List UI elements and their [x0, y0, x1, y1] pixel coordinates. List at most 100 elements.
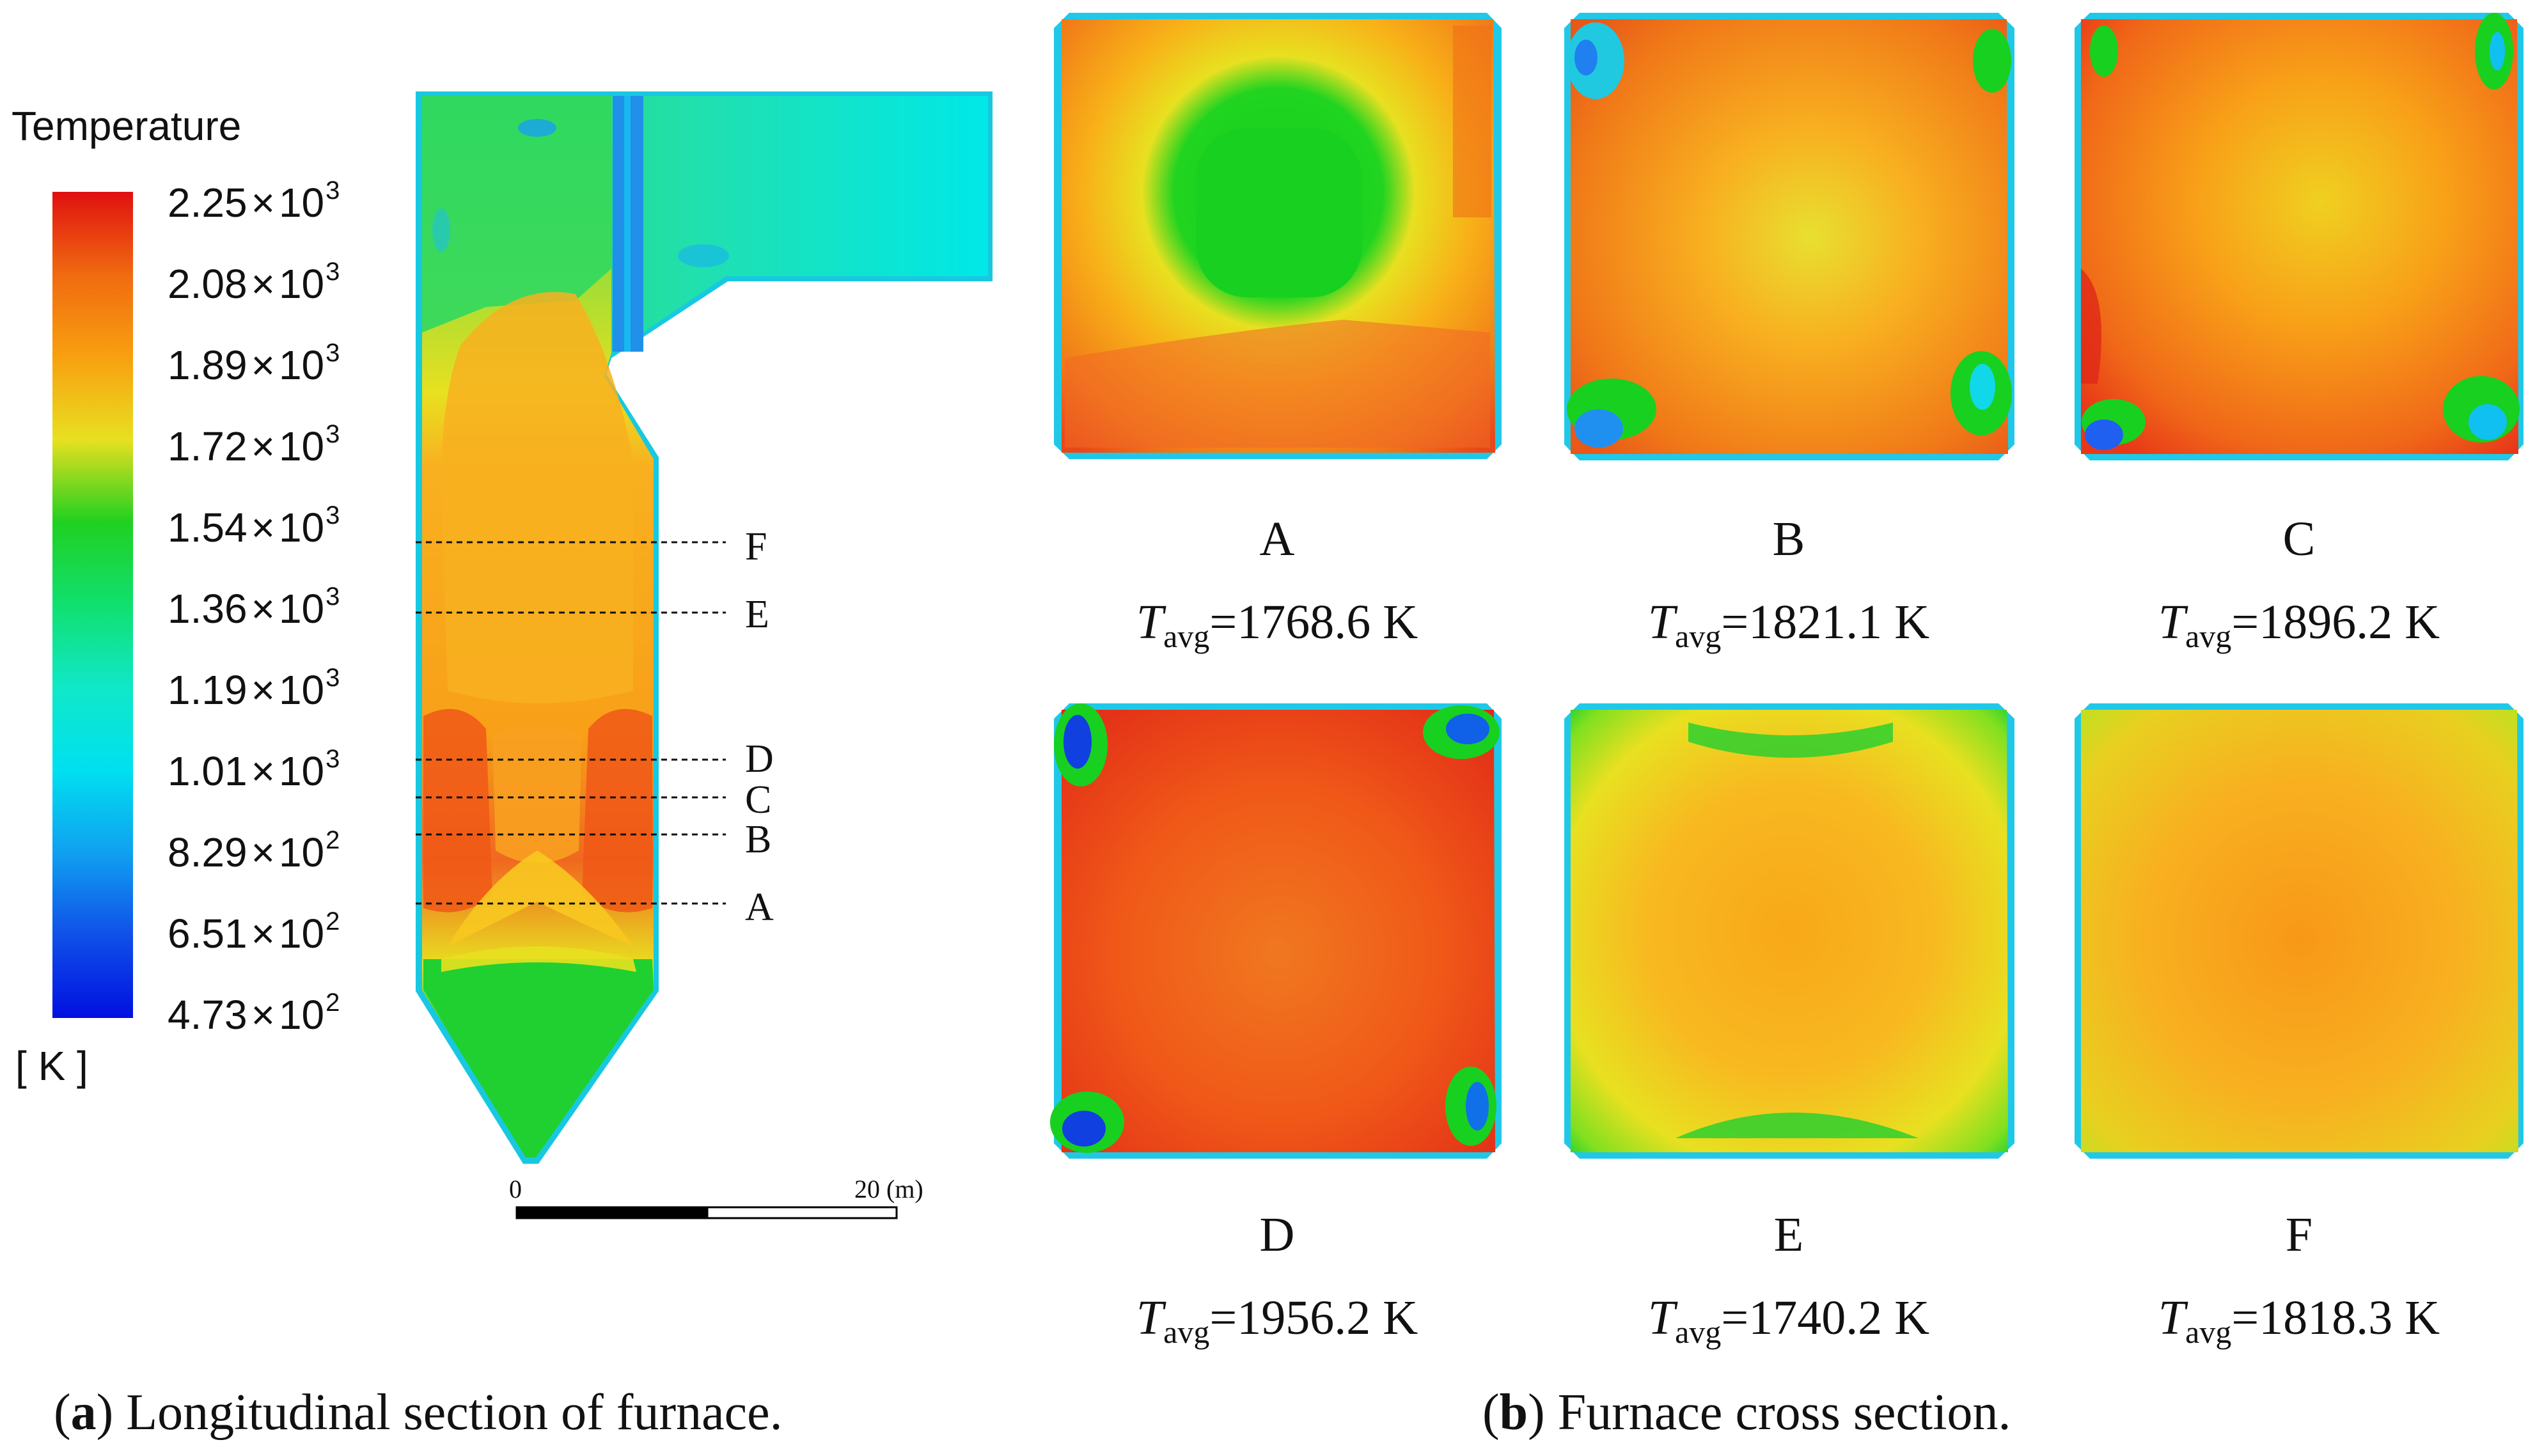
- scale-bar-start-label: 0: [509, 1175, 522, 1203]
- section-lines: [416, 541, 726, 905]
- legend-tick-mantissa: 1.36: [168, 586, 247, 632]
- tavg-symbol: T: [1647, 595, 1676, 649]
- caption-b-text: ) Furnace cross section.: [1528, 1384, 2011, 1441]
- legend-tick-exponent: 2: [326, 826, 340, 854]
- legend-tick-base: 10: [278, 505, 325, 551]
- legend-tick-times: ×: [251, 180, 275, 226]
- legend-tick-exponent: 2: [326, 989, 340, 1017]
- section-line-label-e: E: [745, 593, 769, 636]
- legend-tick-times: ×: [251, 911, 275, 957]
- legend-tick-times: ×: [251, 261, 275, 307]
- tavg-subscript: avg: [1163, 618, 1210, 654]
- legend-tick-times: ×: [251, 505, 275, 551]
- legend-title: Temperature: [12, 103, 242, 149]
- legend-tick-exponent: 3: [326, 583, 340, 611]
- legend-tick-exponent: 3: [326, 339, 340, 367]
- cross-section-E: [1564, 703, 2014, 1159]
- legend-tick-base: 10: [278, 180, 325, 226]
- legend-tick-label: 2.08×103: [168, 258, 340, 308]
- caption-a-open: (: [54, 1384, 71, 1441]
- legend-unit: [ K ]: [15, 1043, 88, 1089]
- cross-section-letter-f: F: [2285, 1208, 2313, 1262]
- legend-tick-mantissa: 1.19: [168, 667, 247, 713]
- legend-tick-label: 6.51×102: [168, 907, 340, 957]
- tavg-subscript: avg: [1163, 1314, 1210, 1350]
- tavg-symbol: T: [2158, 595, 2186, 649]
- legend-tick-times: ×: [251, 586, 275, 632]
- cross-section-F: [2075, 703, 2523, 1159]
- legend-tick-times: ×: [251, 667, 275, 713]
- legend-tick-base: 10: [278, 748, 325, 794]
- cross-section-tavg-a: Tavg=1768.6 K: [1053, 595, 1501, 654]
- legend-tick-exponent: 3: [326, 501, 340, 529]
- tavg-value: =1956.2 K: [1209, 1291, 1418, 1345]
- legend-tick-base: 10: [278, 261, 325, 307]
- tavg-value: =1821.1 K: [1721, 595, 1930, 649]
- cross-section-C: [2075, 13, 2523, 460]
- section-line-label-f: F: [745, 525, 767, 568]
- furnace-longitudinal-section: [416, 91, 993, 1164]
- cross-section-A: [1054, 13, 1502, 459]
- caption-a: (a) Longitudinal section of furnace.: [54, 1384, 783, 1442]
- cross-section-letter-b: B: [1772, 512, 1805, 566]
- section-line-label-d: D: [745, 737, 774, 781]
- legend-tick-label: 2.25×103: [168, 176, 340, 226]
- legend-tick-exponent: 3: [326, 420, 340, 448]
- legend-tick-mantissa: 2.08: [168, 261, 247, 307]
- cross-section-letter-c: C: [2282, 512, 2316, 566]
- legend-tick-label: 1.19×103: [168, 664, 340, 714]
- legend-tick-base: 10: [278, 829, 325, 875]
- tavg-value: =1818.3 K: [2231, 1291, 2440, 1345]
- legend-tick-mantissa: 6.51: [168, 911, 247, 957]
- legend-tick-mantissa: 1.89: [168, 342, 247, 388]
- legend-tick-times: ×: [251, 342, 275, 388]
- legend-tick-times: ×: [251, 829, 275, 875]
- legend-tick-base: 10: [278, 586, 325, 632]
- cross-section-tavg-e: Tavg=1740.2 K: [1565, 1290, 2013, 1350]
- legend-tick-mantissa: 1.01: [168, 748, 247, 794]
- cross-section-tavg-f: Tavg=1818.3 K: [2075, 1290, 2523, 1350]
- tavg-symbol: T: [2158, 1291, 2186, 1345]
- caption-b: (b) Furnace cross section.: [1482, 1384, 2011, 1442]
- legend-tick-label: 8.29×102: [168, 826, 340, 876]
- section-line-label-a: A: [745, 886, 774, 929]
- cross-section-letter-e: E: [1773, 1208, 1804, 1262]
- tavg-value: =1768.6 K: [1209, 595, 1418, 649]
- tavg-value: =1740.2 K: [1721, 1291, 1930, 1345]
- legend-tick-mantissa: 8.29: [168, 829, 247, 875]
- caption-a-letter: a: [70, 1384, 97, 1441]
- cross-section-tavg-d: Tavg=1956.2 K: [1053, 1290, 1501, 1350]
- tavg-subscript: avg: [2185, 618, 2232, 654]
- legend-tick-label: 1.01×103: [168, 745, 340, 795]
- tavg-subscript: avg: [1675, 1314, 1722, 1350]
- cross-section-B: [1564, 13, 2014, 460]
- legend-tick-label: 1.89×103: [168, 339, 340, 389]
- legend-tick-base: 10: [278, 423, 325, 469]
- legend-colorbar: [52, 192, 133, 1018]
- legend-tick-base: 10: [278, 667, 325, 713]
- section-line-label-c: C: [745, 778, 772, 822]
- scale-bar: [515, 1206, 898, 1219]
- tavg-symbol: T: [1136, 595, 1164, 649]
- tavg-value: =1896.2 K: [2231, 595, 2440, 649]
- legend-tick-mantissa: 1.54: [168, 505, 247, 551]
- legend-tick-times: ×: [251, 423, 275, 469]
- cross-section-tavg-c: Tavg=1896.2 K: [2075, 595, 2523, 654]
- legend-tick-exponent: 3: [326, 258, 340, 286]
- tavg-symbol: T: [1136, 1291, 1164, 1345]
- legend-tick-exponent: 3: [326, 664, 340, 692]
- legend-tick-label: 1.72×103: [168, 420, 340, 470]
- legend-tick-exponent: 2: [326, 907, 340, 935]
- tavg-subscript: avg: [1675, 618, 1722, 654]
- legend-tick-mantissa: 2.25: [168, 180, 247, 226]
- legend-tick-base: 10: [278, 992, 325, 1038]
- legend-tick-base: 10: [278, 342, 325, 388]
- legend-tick-label: 4.73×102: [168, 989, 340, 1038]
- legend-tick-mantissa: 4.73: [168, 992, 247, 1038]
- legend-tick-label: 1.54×103: [168, 501, 340, 551]
- caption-b-open: (: [1482, 1384, 1500, 1441]
- caption-a-text: ) Longitudinal section of furnace.: [96, 1384, 783, 1441]
- cross-section-letter-d: D: [1259, 1208, 1295, 1262]
- legend-tick-times: ×: [251, 748, 275, 794]
